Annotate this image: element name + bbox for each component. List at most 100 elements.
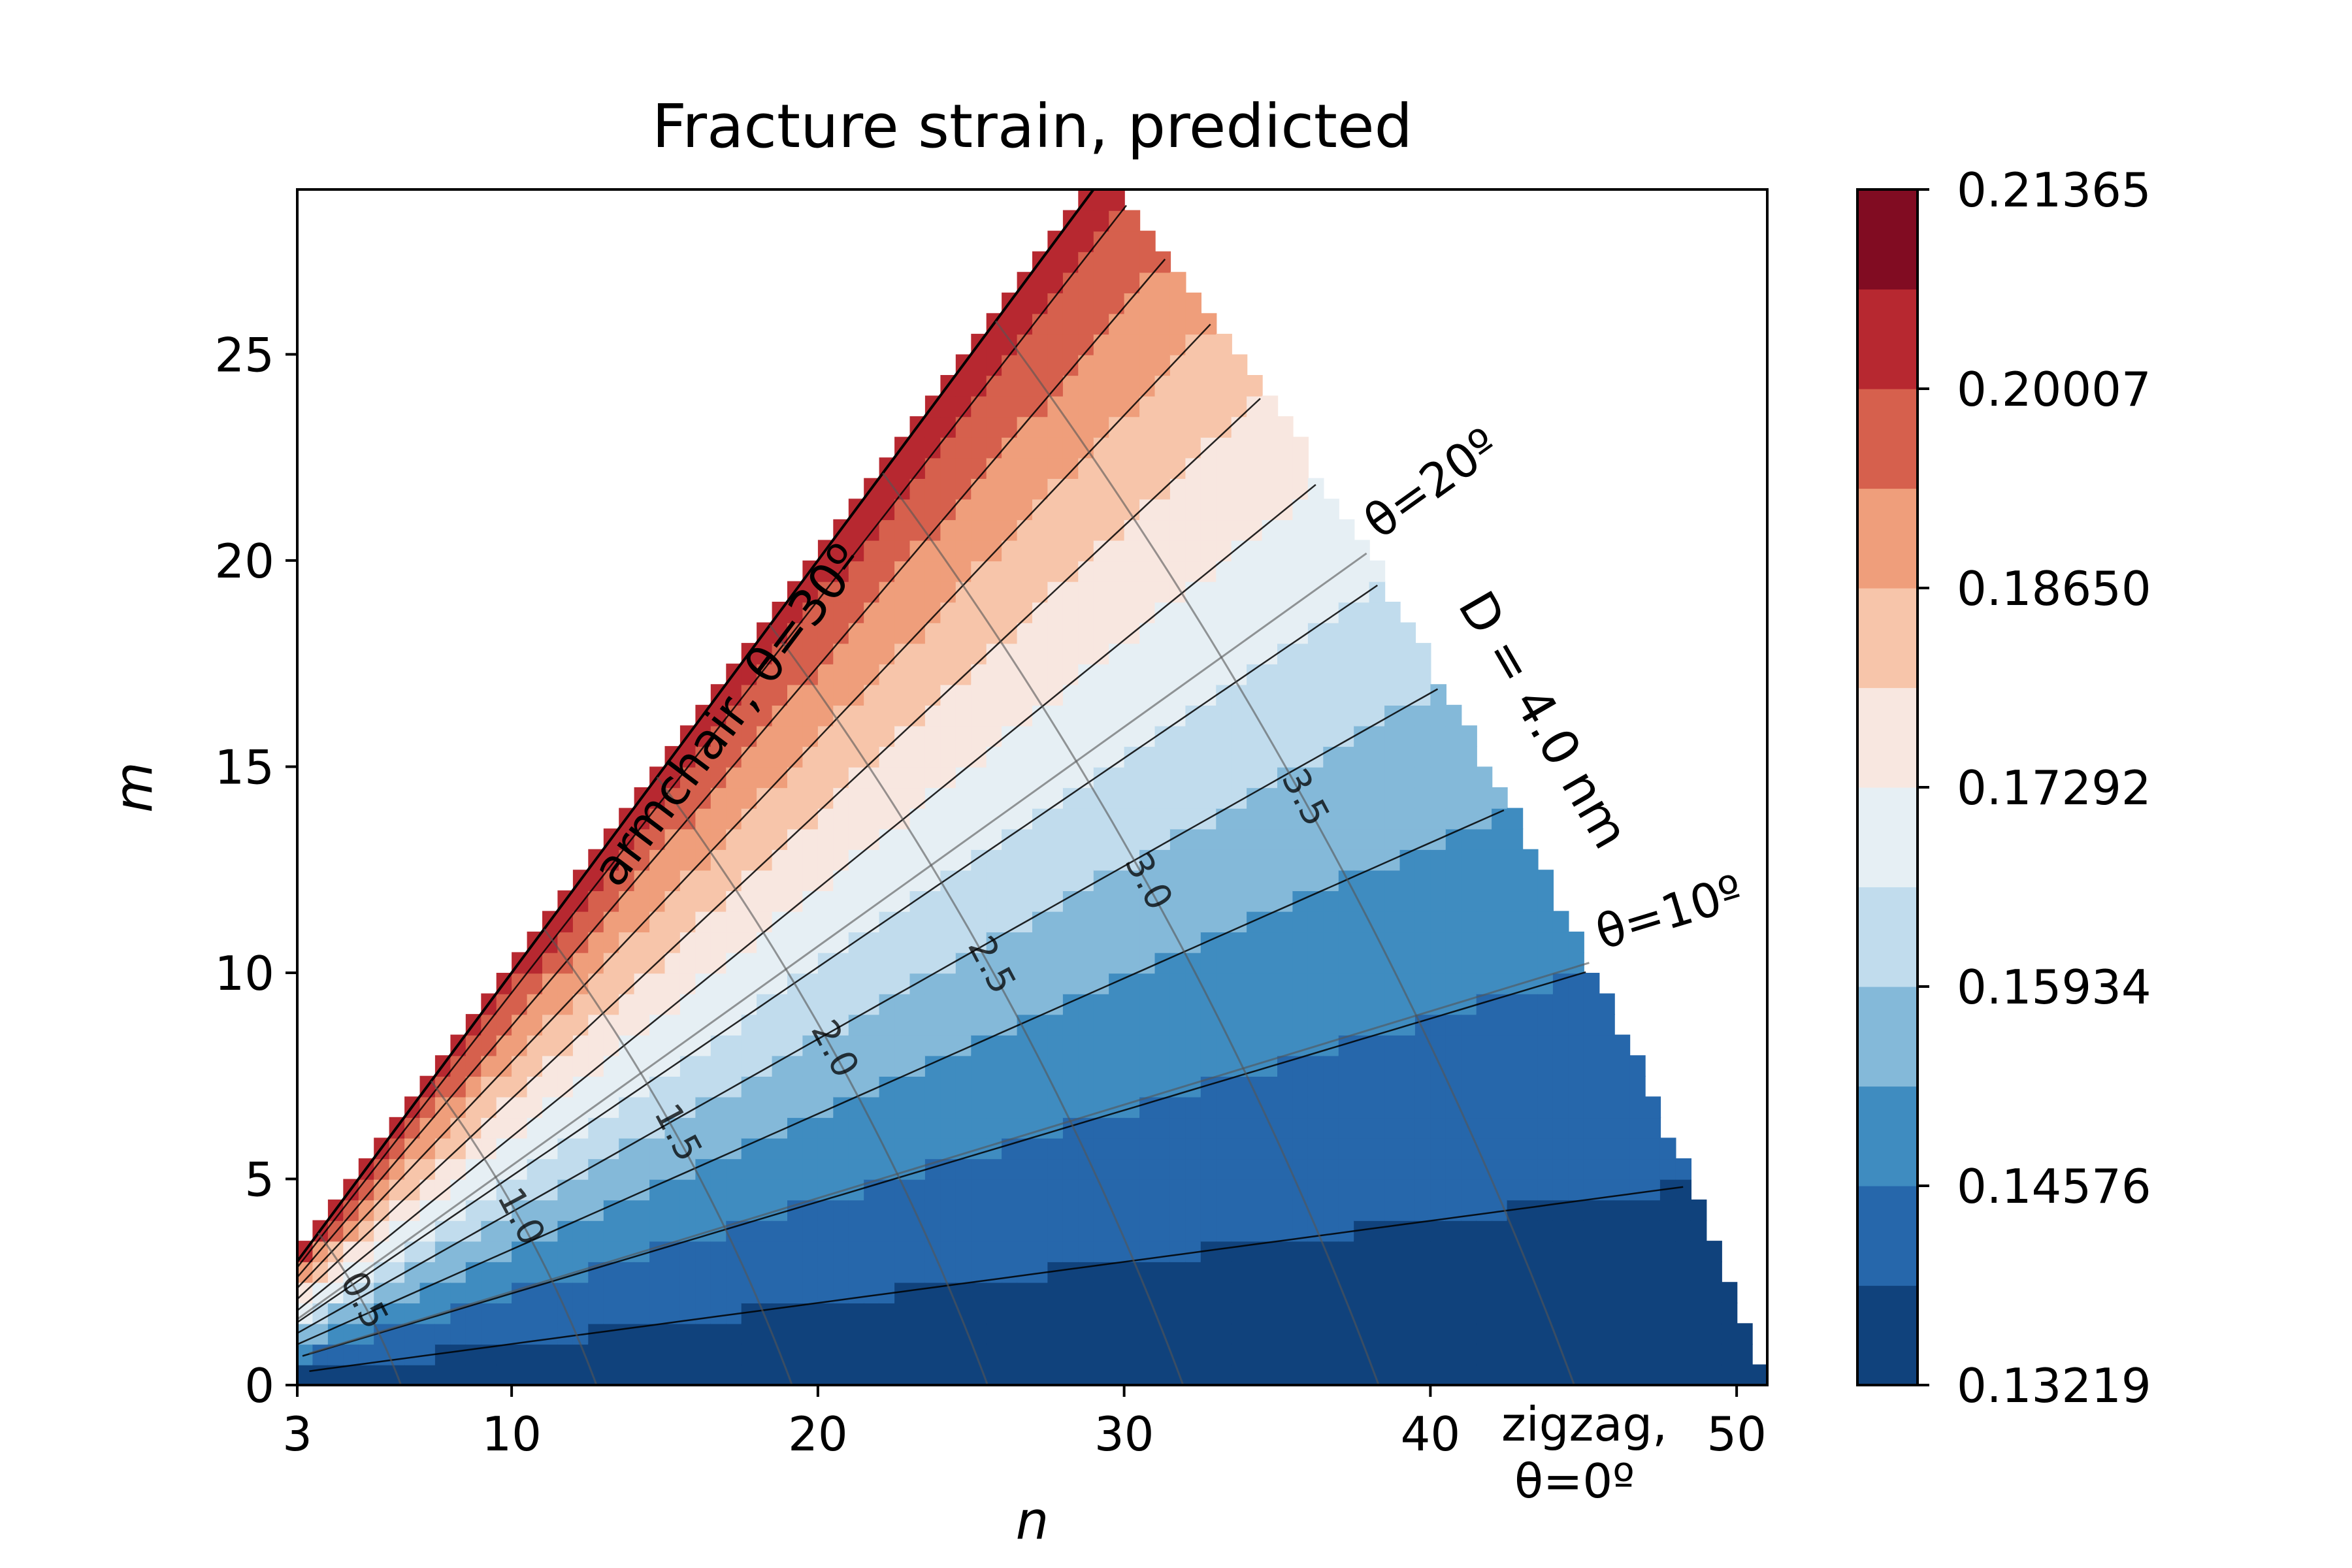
strain-cell bbox=[465, 1241, 482, 1262]
strain-cell bbox=[1017, 931, 1034, 953]
strain-cell bbox=[940, 1343, 956, 1365]
strain-cell bbox=[1277, 828, 1294, 850]
strain-cell bbox=[1231, 643, 1248, 664]
strain-cell bbox=[557, 1200, 574, 1221]
strain-cell bbox=[1169, 1241, 1186, 1262]
strain-cell bbox=[1169, 1261, 1186, 1283]
strain-cell bbox=[450, 1282, 466, 1303]
strain-cell bbox=[481, 1364, 497, 1385]
strain-cell bbox=[1492, 808, 1508, 830]
strain-cell bbox=[726, 1158, 742, 1180]
strain-cell bbox=[1414, 1034, 1431, 1056]
strain-cell bbox=[1093, 1302, 1110, 1324]
strain-cell bbox=[710, 973, 727, 994]
strain-cell bbox=[1461, 1261, 1477, 1283]
strain-cell bbox=[1169, 1137, 1186, 1160]
strain-cell bbox=[1002, 478, 1018, 500]
strain-cell bbox=[649, 1220, 666, 1242]
strain-cell bbox=[1614, 1137, 1631, 1160]
strain-cell bbox=[1032, 560, 1049, 582]
strain-cell bbox=[955, 1241, 972, 1262]
strain-cell bbox=[879, 1343, 896, 1365]
strain-cell bbox=[1185, 560, 1201, 582]
strain-cell bbox=[1231, 1364, 1248, 1385]
strain-cell bbox=[787, 622, 804, 644]
strain-cell bbox=[1139, 1179, 1156, 1201]
strain-cell bbox=[1139, 1014, 1156, 1036]
strain-cell bbox=[848, 581, 865, 603]
strain-cell bbox=[1032, 375, 1049, 397]
strain-cell bbox=[572, 952, 589, 974]
strain-cell bbox=[1062, 498, 1079, 521]
strain-cell bbox=[1277, 787, 1294, 809]
strain-cell bbox=[1476, 952, 1493, 974]
strain-cell bbox=[1032, 643, 1049, 664]
strain-cell bbox=[1154, 333, 1171, 355]
strain-cell bbox=[955, 622, 972, 644]
strain-cell bbox=[1093, 663, 1110, 685]
strain-cell bbox=[802, 828, 819, 850]
strain-cell bbox=[1369, 1096, 1386, 1119]
strain-cell bbox=[1078, 684, 1094, 706]
strain-cell bbox=[1047, 251, 1064, 273]
strain-cell bbox=[1078, 931, 1094, 953]
strain-cell bbox=[634, 1364, 651, 1385]
strain-cell bbox=[1262, 395, 1279, 417]
strain-cell bbox=[588, 1343, 604, 1365]
strain-cell bbox=[1292, 1117, 1309, 1139]
strain-cell bbox=[1354, 808, 1370, 830]
strain-cell bbox=[1338, 622, 1355, 644]
strain-cell bbox=[1644, 1117, 1661, 1139]
strain-cell bbox=[695, 1200, 711, 1221]
strain-cell bbox=[710, 993, 727, 1015]
strain-cell bbox=[894, 911, 911, 933]
strain-cell bbox=[986, 870, 1003, 891]
strain-cell bbox=[1002, 354, 1018, 376]
strain-cell bbox=[1399, 1343, 1416, 1365]
strain-cell bbox=[1078, 622, 1094, 644]
strain-cell bbox=[512, 1323, 528, 1345]
strain-cell bbox=[1154, 1137, 1171, 1160]
strain-cell bbox=[1078, 1158, 1094, 1180]
strain-cell bbox=[1231, 1323, 1248, 1345]
strain-cell bbox=[1614, 1364, 1631, 1385]
strain-cell bbox=[1354, 602, 1370, 623]
strain-cell bbox=[924, 704, 941, 727]
strain-cell bbox=[924, 622, 941, 644]
strain-cell bbox=[1277, 870, 1294, 891]
strain-cell bbox=[1154, 870, 1171, 891]
strain-cell bbox=[389, 1137, 406, 1160]
strain-cell bbox=[787, 1014, 804, 1036]
strain-cell bbox=[940, 973, 956, 994]
strain-cell bbox=[1169, 1282, 1186, 1303]
strain-cell bbox=[879, 684, 896, 706]
strain-cell bbox=[1062, 540, 1079, 562]
strain-cell bbox=[1200, 498, 1217, 521]
strain-cell bbox=[1292, 622, 1309, 644]
strain-cell bbox=[1093, 333, 1110, 355]
strain-cell bbox=[695, 1302, 711, 1324]
strain-cell bbox=[1062, 808, 1079, 830]
strain-cell bbox=[741, 931, 758, 953]
strain-cell bbox=[1032, 725, 1049, 747]
strain-cell bbox=[1262, 849, 1279, 871]
strain-cell bbox=[1093, 931, 1110, 953]
strain-cell bbox=[1399, 931, 1416, 953]
strain-cell bbox=[1476, 766, 1493, 789]
strain-cell bbox=[1154, 931, 1171, 953]
strain-cell bbox=[1047, 1055, 1064, 1077]
strain-cell bbox=[1032, 973, 1049, 994]
strain-cell bbox=[1277, 540, 1294, 562]
zigzag-angle-label: θ=0º bbox=[1514, 1454, 1635, 1509]
strain-cell bbox=[741, 952, 758, 974]
strain-cell bbox=[1002, 1220, 1018, 1242]
strain-cell bbox=[1169, 602, 1186, 623]
strain-cell bbox=[1461, 828, 1477, 850]
strain-cell bbox=[542, 1200, 559, 1221]
strain-cell bbox=[1154, 704, 1171, 727]
strain-cell bbox=[894, 457, 911, 479]
strain-cell bbox=[909, 643, 926, 664]
strain-cell bbox=[817, 849, 834, 871]
strain-cell bbox=[1507, 1096, 1524, 1119]
strain-cell bbox=[1047, 560, 1064, 582]
